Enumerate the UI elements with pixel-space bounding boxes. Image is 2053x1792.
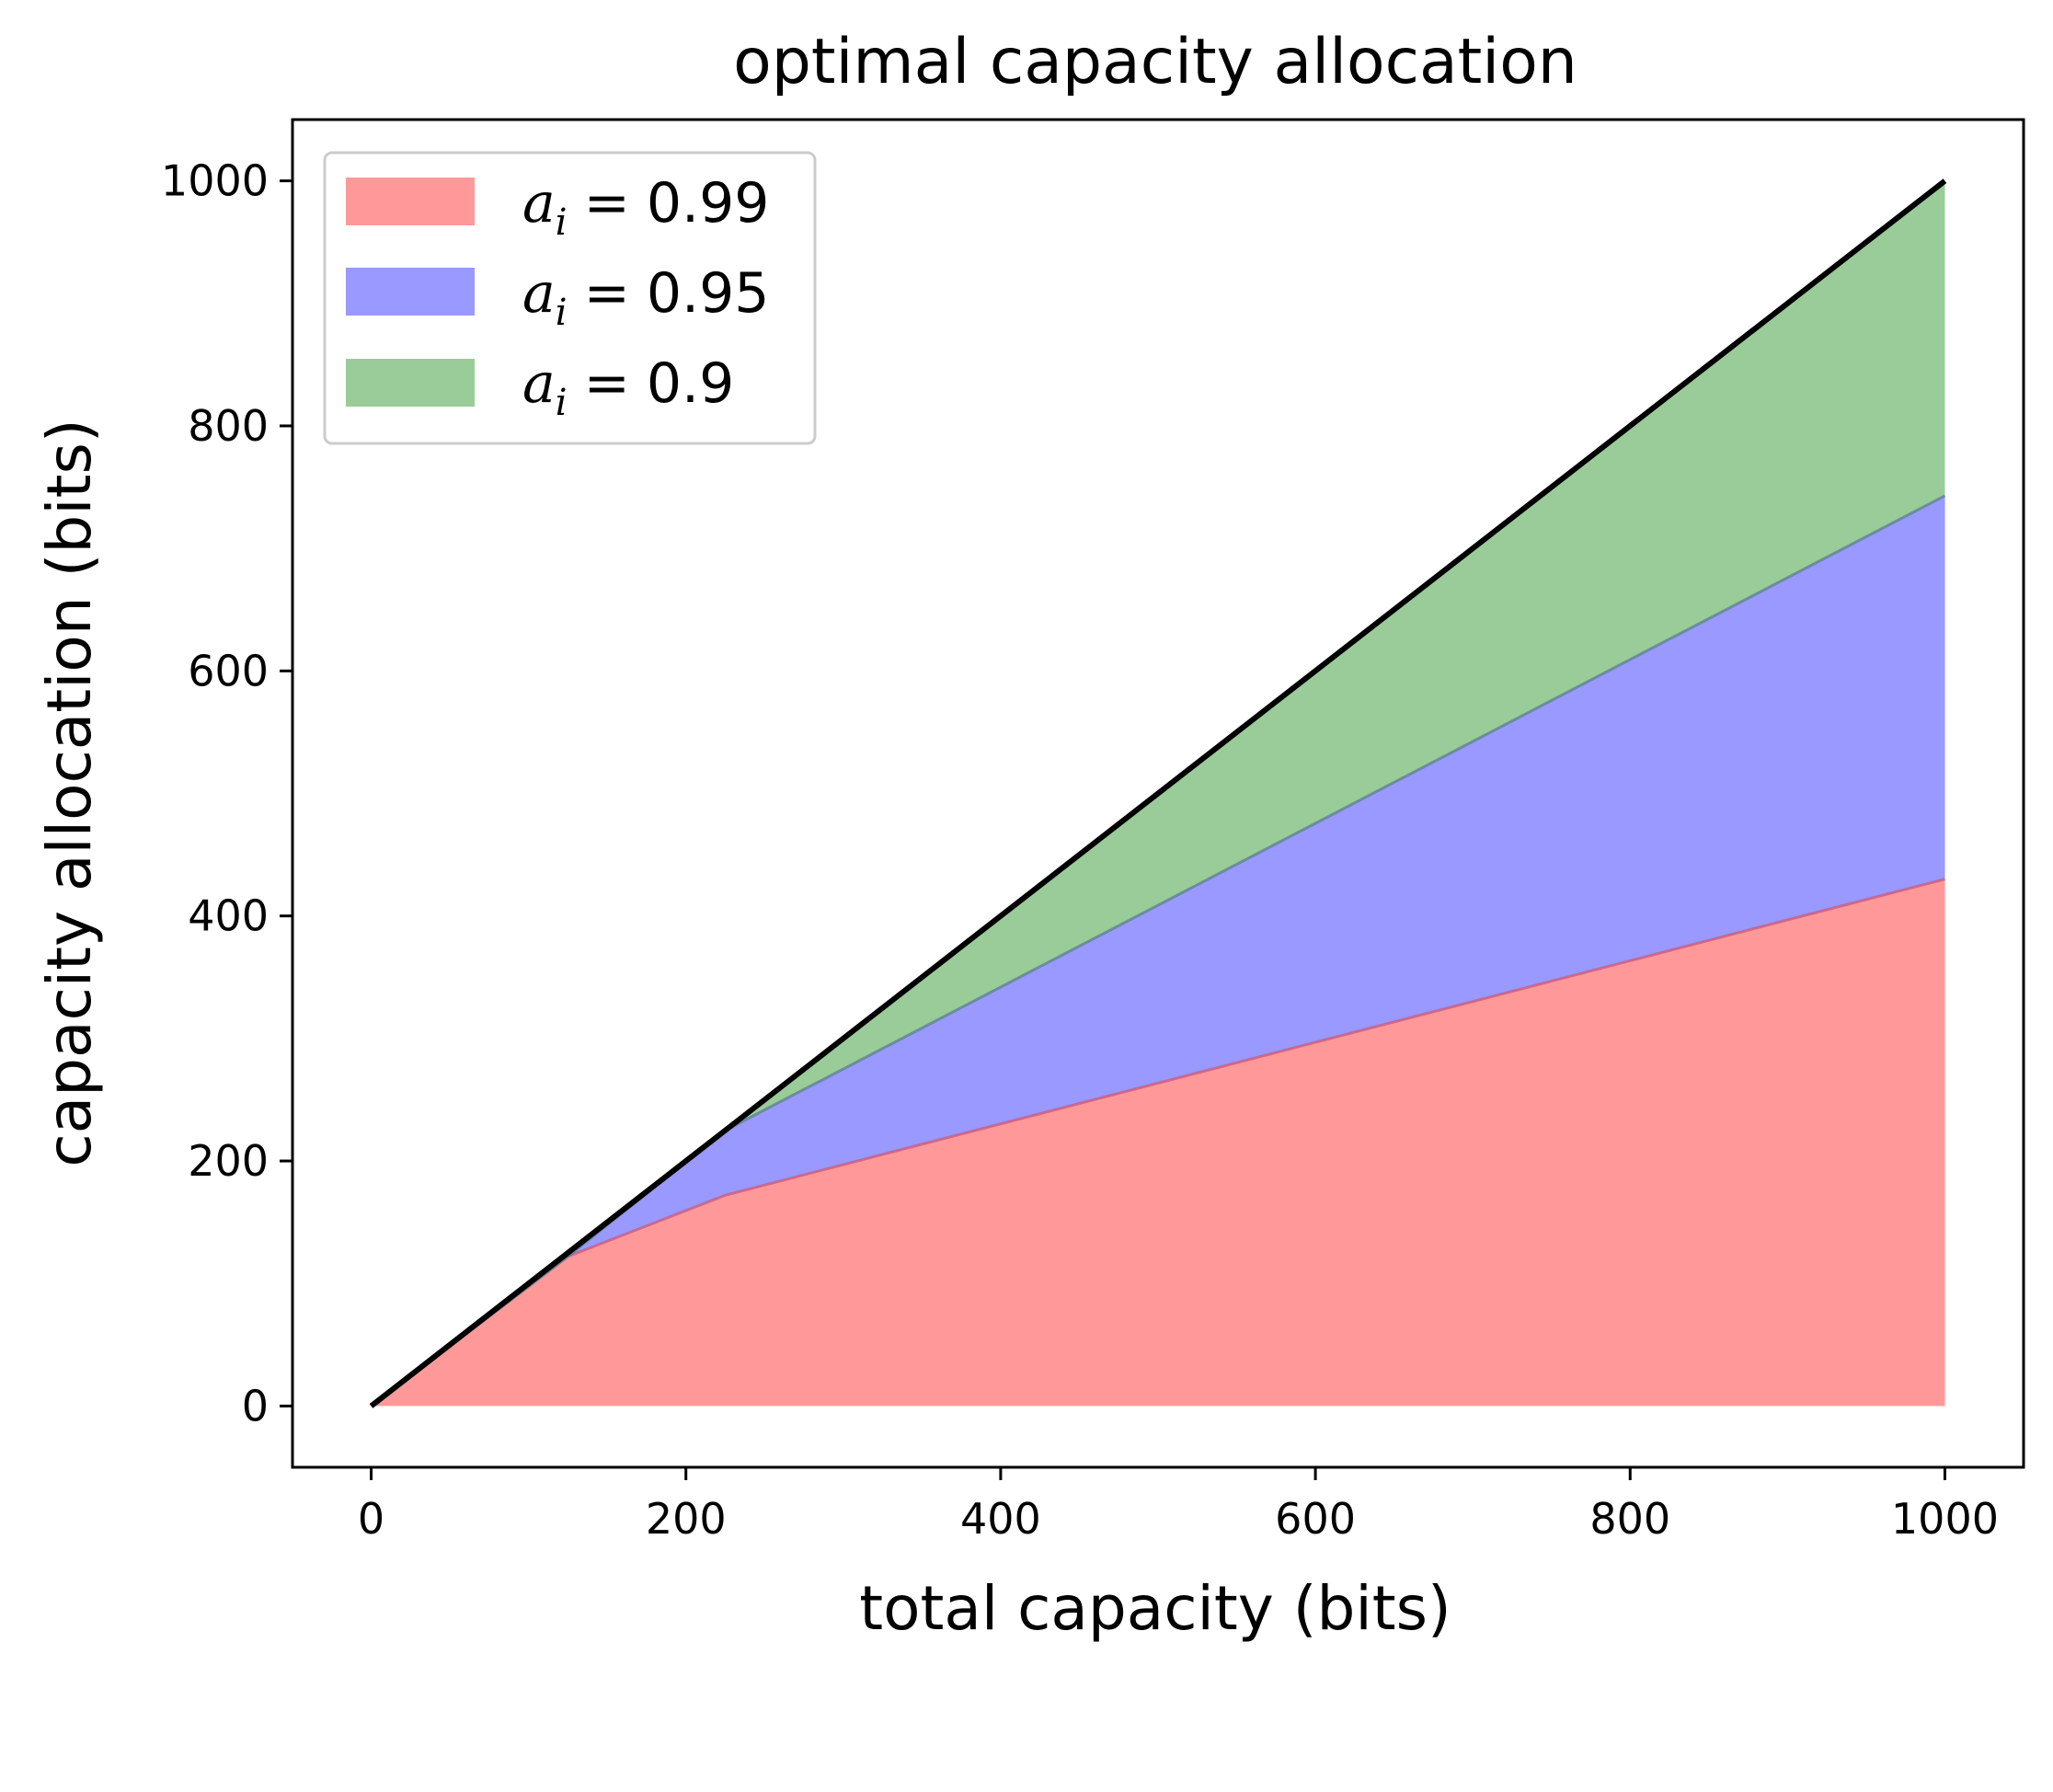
- chart-title: optimal capacity allocation: [733, 26, 1577, 98]
- x-axis-label: total capacity (bits): [859, 1573, 1451, 1644]
- x-axis: 0 200 400 600 800 1000: [358, 1467, 1999, 1544]
- legend-entry: ai = 0.9: [346, 351, 734, 424]
- legend-swatch: [346, 178, 475, 225]
- y-tick-label: 800: [188, 401, 269, 451]
- y-axis-label: capacity allocation (bits): [34, 419, 105, 1166]
- y-tick-label: 400: [188, 891, 269, 941]
- legend-label: ai = 0.9: [522, 351, 734, 424]
- legend-entry: ai = 0.95: [346, 261, 769, 334]
- area-series-0: [371, 879, 1945, 1407]
- x-tick-label: 800: [1589, 1494, 1670, 1544]
- y-tick-label: 600: [188, 646, 269, 695]
- total-capacity-line: [369, 178, 1947, 1408]
- y-axis: 0 200 400 600 800 1000: [161, 156, 292, 1430]
- legend-label: ai = 0.99: [522, 171, 769, 244]
- area-series-1: [371, 495, 1945, 1407]
- legend-entry: ai = 0.99: [346, 171, 769, 244]
- x-tick-label: 200: [646, 1494, 727, 1544]
- y-tick-label: 200: [188, 1136, 269, 1186]
- x-tick-label: 1000: [1891, 1494, 1999, 1544]
- x-tick-label: 0: [358, 1494, 384, 1544]
- legend: ai = 0.99 ai = 0.95 ai = 0.9: [323, 151, 817, 445]
- plot-frame: [291, 118, 2025, 1469]
- legend-label: ai = 0.95: [522, 261, 769, 334]
- legend-swatch: [346, 268, 475, 316]
- x-tick-label: 400: [960, 1494, 1041, 1544]
- x-tick-label: 600: [1275, 1494, 1356, 1544]
- legend-swatch: [346, 359, 475, 407]
- y-tick-label: 1000: [161, 156, 269, 206]
- plot-area: [291, 118, 2025, 1469]
- y-tick-label: 0: [242, 1381, 269, 1430]
